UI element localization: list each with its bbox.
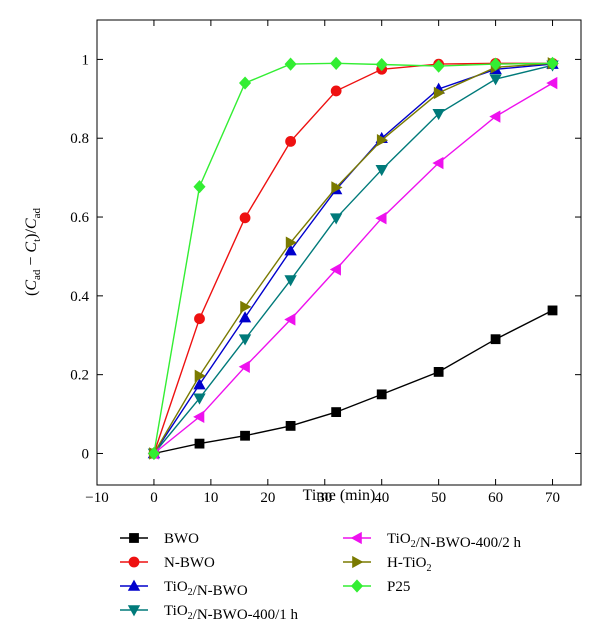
data-point: [331, 181, 343, 194]
data-point: [546, 56, 559, 70]
series-bwo: [149, 305, 558, 459]
axis-ticks: −10 0 10 20 30 40 50 60 70 0 0.2 0.4 0.6 0.8 1: [70, 20, 581, 506]
x-tick-label: 0: [150, 490, 158, 506]
data-point: [375, 57, 388, 72]
x-tick-label: 40: [374, 490, 389, 506]
data-point: [489, 110, 501, 123]
data-point: [375, 164, 388, 177]
legend-marker: [352, 555, 364, 569]
legend-marker: [350, 531, 362, 545]
data-point: [239, 212, 251, 224]
data-point: [285, 420, 296, 431]
data-point: [376, 134, 389, 147]
legend-item: TiO2/N-BWO-400/1 h: [120, 603, 299, 623]
x-tick-label: 30: [317, 490, 332, 506]
data-point: [331, 407, 342, 417]
data-point: [432, 59, 445, 73]
y-tick-label: 0.4: [70, 289, 89, 305]
data-point: [433, 86, 445, 100]
data-point: [240, 300, 252, 314]
x-axis-title: Time (min): [303, 487, 376, 504]
data-point: [432, 156, 444, 170]
legend-label: TiO2/N-BWO-400/1 h: [164, 603, 299, 623]
x-tick-label: 20: [260, 490, 275, 506]
data-point: [240, 430, 250, 441]
series-line: [153, 64, 553, 454]
series-line: [153, 309, 553, 455]
legend-label: TiO2/N-BWO-400/2 h: [387, 531, 522, 551]
x-tick-label: 10: [203, 490, 218, 506]
data-point: [375, 212, 387, 225]
data-point: [238, 334, 252, 346]
data-point: [546, 76, 558, 90]
data-point: [547, 305, 558, 316]
legend-item: BWO: [120, 531, 199, 547]
y-axis-title: (Cad − Ct)/Cad: [23, 208, 43, 296]
y-tick-label: 0: [82, 446, 90, 462]
data-point: [284, 244, 297, 256]
data-point: [285, 135, 297, 147]
legend-marker: [350, 579, 364, 593]
data-point: [376, 389, 387, 400]
data-point: [284, 313, 296, 326]
x-tick-label: 60: [488, 490, 503, 506]
legend-item: TiO2/N-BWO: [120, 579, 248, 599]
chart-legend: BWO N-BWO TiO2/N-BWO TiO2/N-BWO-400/1 h TiO2…: [120, 531, 522, 623]
series-line: [153, 62, 553, 454]
legend-marker: [128, 556, 140, 568]
legend-item: TiO2/N-BWO-400/2 h: [343, 531, 522, 551]
y-tick-label: 0.8: [70, 131, 89, 147]
legend-marker: [127, 605, 141, 617]
data-point: [284, 57, 297, 71]
legend-item: H-TiO2: [343, 555, 431, 574]
legend-item: N-BWO: [120, 555, 215, 571]
legend-label: BWO: [164, 531, 199, 547]
x-tick-label: −10: [85, 490, 108, 506]
plot-area-frame: [96, 19, 582, 486]
legend-label: TiO2/N-BWO: [164, 579, 248, 599]
series-tio2-n-bwo-400-2-h: [147, 76, 558, 460]
data-point: [194, 313, 205, 325]
data-point: [193, 410, 205, 424]
data-point: [239, 76, 252, 90]
data-point: [432, 108, 445, 121]
data-point: [329, 213, 343, 225]
data-point: [194, 369, 206, 383]
data-point: [193, 378, 206, 390]
series-line: [153, 62, 553, 454]
data-point: [490, 334, 501, 345]
legend-marker: [129, 533, 139, 543]
series-layer: [147, 56, 559, 461]
y-tick-label: 0.2: [70, 368, 89, 384]
data-point: [489, 74, 502, 86]
legend-label: H-TiO2: [387, 555, 431, 574]
series-p25: [147, 56, 559, 461]
series-line: [153, 63, 553, 454]
series-line: [153, 82, 553, 455]
data-point: [238, 311, 252, 323]
data-point: [193, 180, 206, 194]
x-tick-label: 70: [545, 490, 560, 506]
data-point: [284, 275, 297, 287]
x-tick-label: 50: [431, 490, 446, 506]
data-point: [330, 85, 342, 97]
data-point: [194, 438, 205, 449]
data-point: [193, 393, 206, 405]
data-point: [433, 367, 444, 377]
series-tio2-n-bwo-400-1-h: [147, 60, 559, 460]
legend-label: P25: [387, 579, 410, 595]
data-point: [285, 236, 297, 249]
series-line: [153, 62, 553, 454]
legend-label: N-BWO: [164, 555, 215, 571]
data-point: [330, 56, 343, 70]
data-point: [329, 263, 341, 276]
legend-marker: [127, 579, 141, 591]
y-tick-label: 0.6: [70, 210, 89, 226]
data-point: [238, 360, 250, 373]
legend-item: P25: [343, 579, 410, 595]
data-point: [489, 57, 502, 71]
y-tick-label: 1: [82, 52, 90, 68]
data-point: [147, 446, 160, 461]
